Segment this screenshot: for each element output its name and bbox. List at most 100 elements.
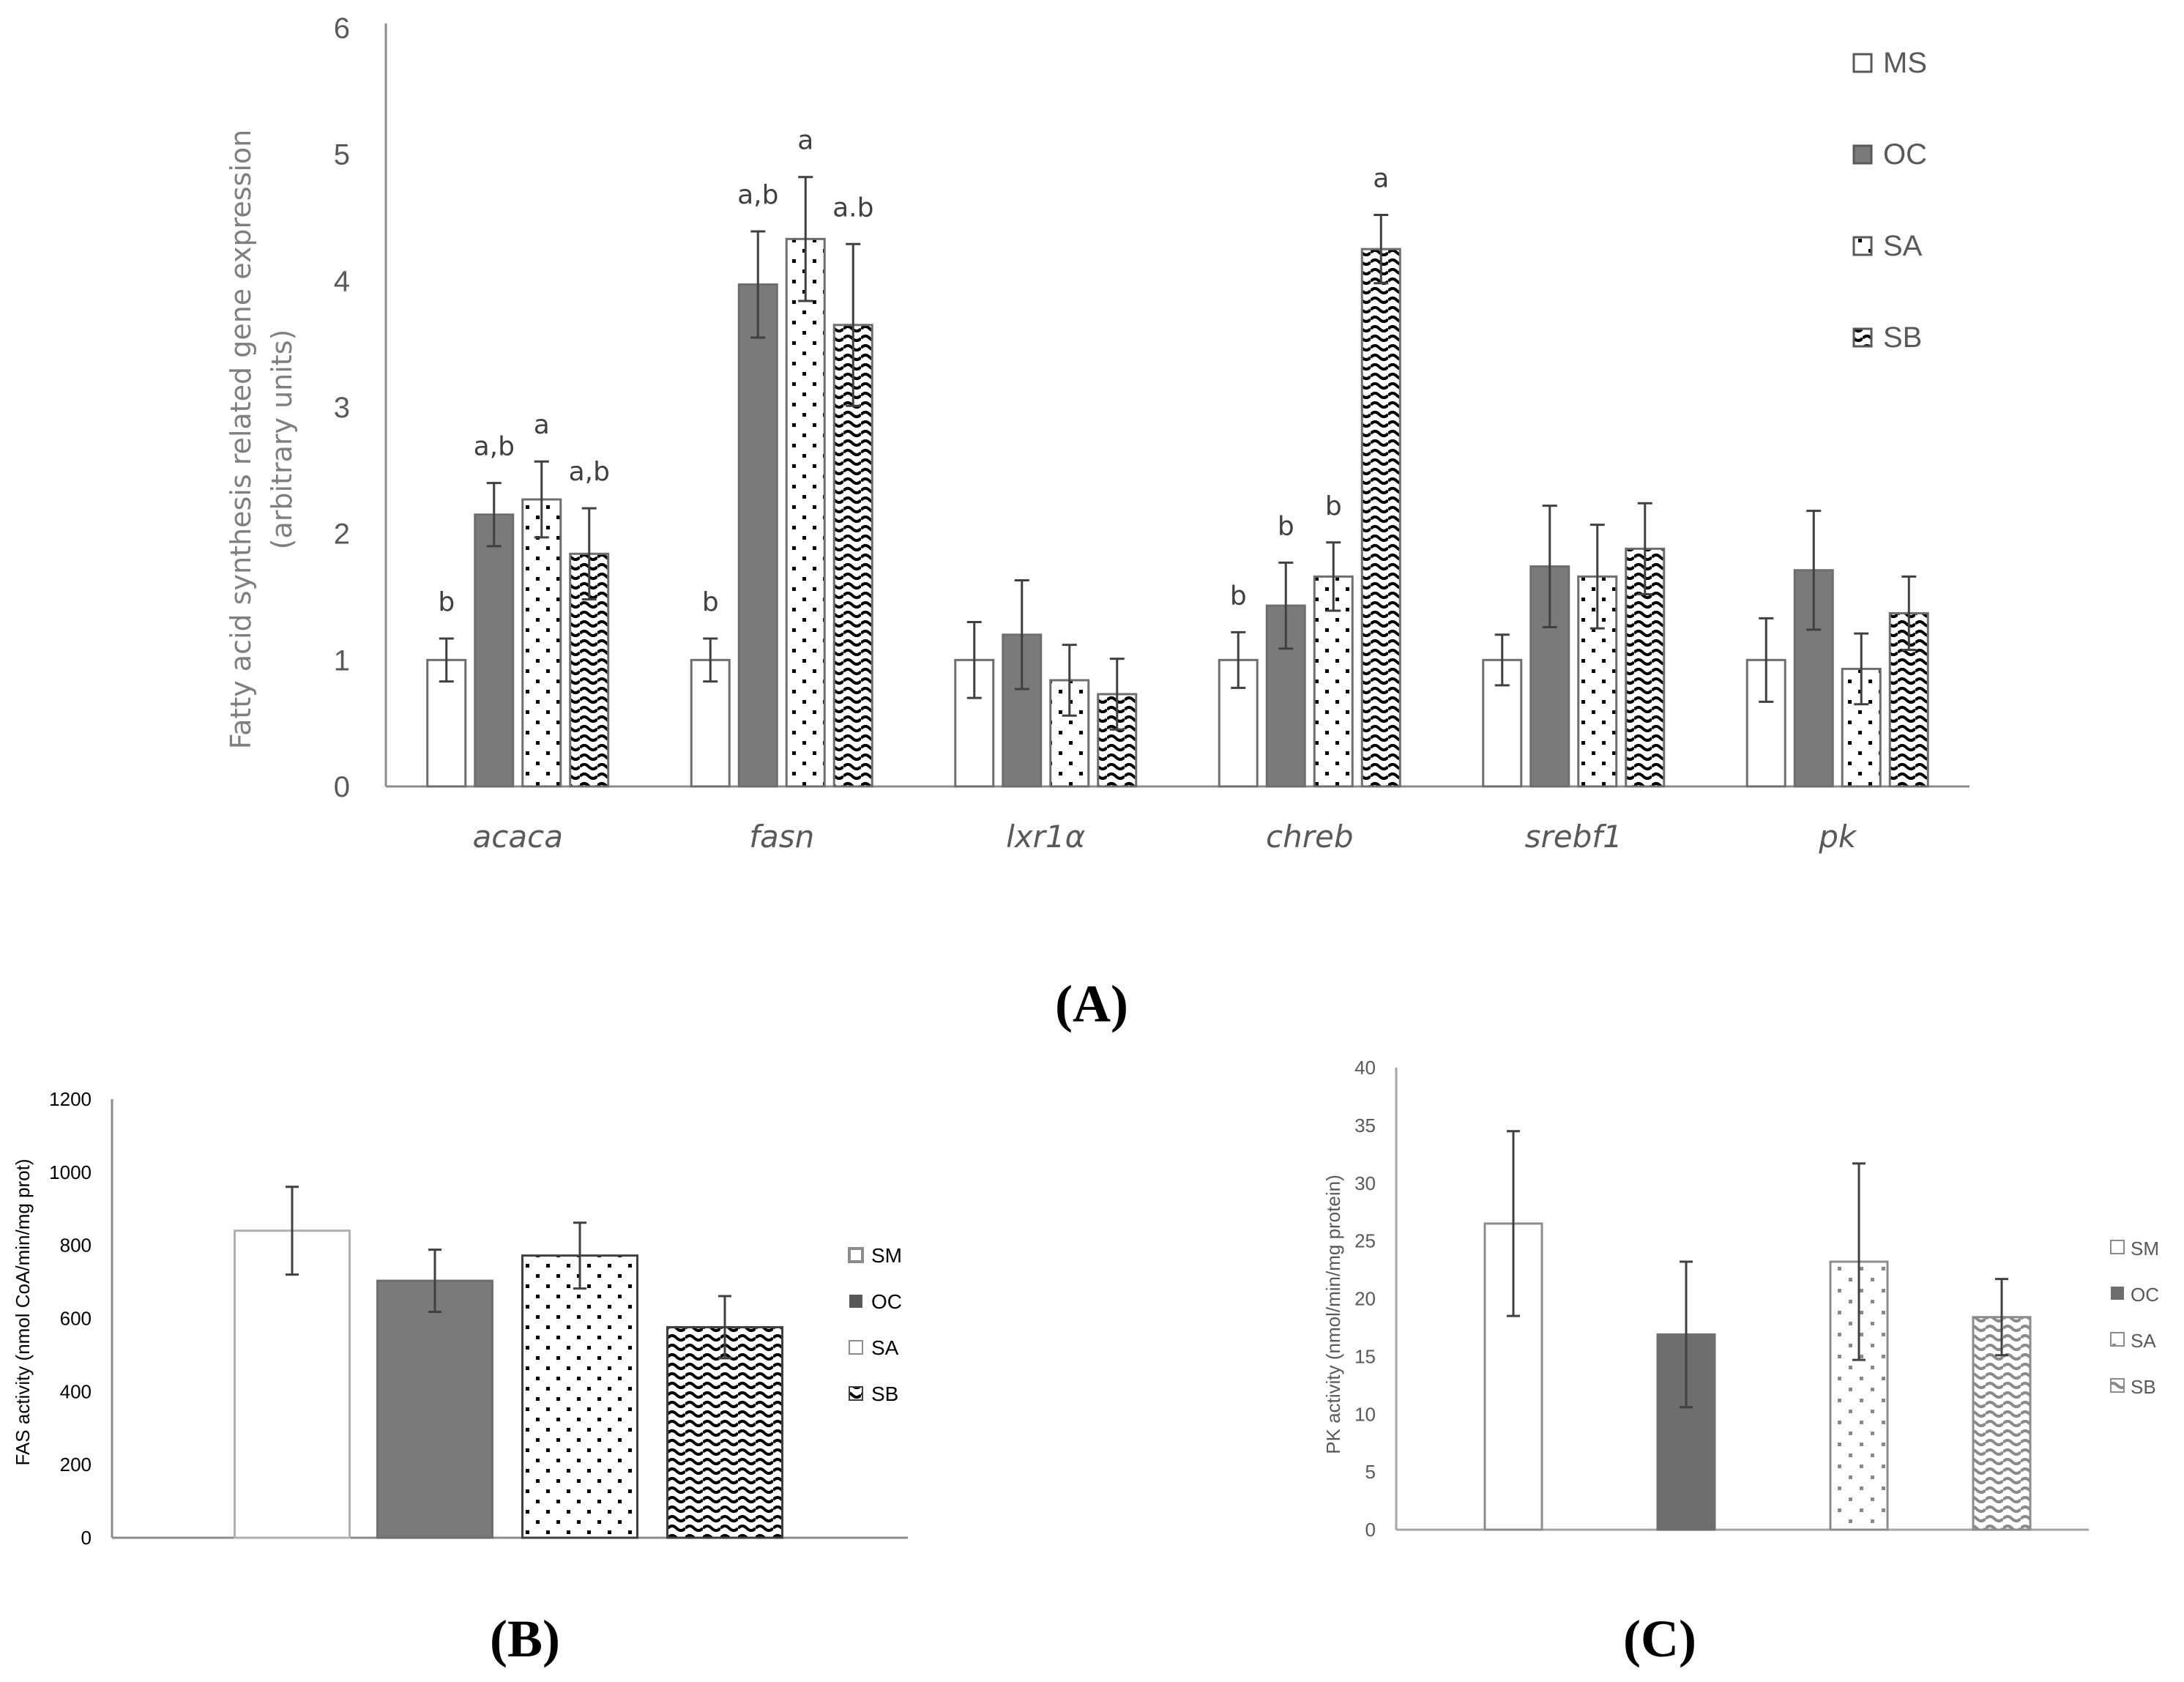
chartC-ytick-35: 35 xyxy=(1354,1114,1376,1136)
chartC-ytick-5: 5 xyxy=(1365,1461,1376,1483)
chart-a-sig-label-chreb-sb: a xyxy=(1373,164,1389,194)
legend-label-oc: OC xyxy=(2131,1284,2159,1306)
chartC-errorbar-sm xyxy=(1507,1130,1520,1317)
chart-a-sig-label-acaca-oc: a,b xyxy=(474,432,515,462)
chart-c-pk-activity: PK activity (nmol/min/mg protein) SM OC … xyxy=(1322,1057,2159,1541)
chart-a-errorbar-srebf1-oc xyxy=(1542,505,1557,628)
legend-label-oc: OC xyxy=(1883,138,1927,171)
legend-swatch-ms xyxy=(1852,53,1873,73)
chart-a-errorbar-srebf1-sb xyxy=(1637,502,1652,596)
legend-label-sm: SM xyxy=(2131,1238,2159,1259)
chart-a-category-srebf1: srebf1 xyxy=(1525,819,1622,855)
chart-a-errorbar-acaca-sa xyxy=(534,460,549,539)
chartC-errorbar-sa xyxy=(1852,1162,1866,1361)
chartB-bar-sa xyxy=(521,1254,638,1539)
chart-a-errorbar-acaca-oc xyxy=(486,482,502,548)
chart-a-errorbar-fasn-sb xyxy=(846,242,861,407)
chartB-errorbar-sb xyxy=(718,1295,731,1360)
chart-a-errorbar-pk-sb xyxy=(1901,575,1917,652)
legend-swatch-oc xyxy=(2111,1287,2124,1300)
chart-a-sig-label-chreb-oc: b xyxy=(1278,511,1294,541)
chart-a-ytick-1: 1 xyxy=(334,644,350,677)
chart-c-ylabel: PK activity (nmol/min/mg protein) xyxy=(1322,1175,1344,1454)
chart-a-errorbar-chreb-sb xyxy=(1374,214,1389,285)
chart-a-bar-acaca-sa xyxy=(521,498,562,788)
chart-a-ytick-5: 5 xyxy=(334,139,350,171)
chartC-ytick-15: 15 xyxy=(1354,1345,1376,1367)
chart-a-errorbar-lxr1-sb xyxy=(1109,658,1125,731)
chart-a-category-chreb: chreb xyxy=(1266,819,1353,855)
chart-a-category-fasn: fasn xyxy=(749,819,814,855)
chart-a-bar-fasn-sa xyxy=(785,237,826,788)
chartB-ytick-1000: 1000 xyxy=(49,1161,92,1183)
chartC-ytick-40: 40 xyxy=(1354,1057,1376,1079)
legend-swatch-sb xyxy=(849,1386,863,1401)
chartC-errorbar-oc xyxy=(1680,1260,1693,1409)
chartB-bar-oc xyxy=(376,1279,493,1539)
chartC-ytick-20: 20 xyxy=(1354,1288,1376,1310)
chart-a-errorbar-fasn-sa xyxy=(798,176,813,302)
legend-label-sb: SB xyxy=(1883,321,1922,354)
legend-label-sm: SM xyxy=(871,1244,902,1267)
chartC-ytick-10: 10 xyxy=(1354,1403,1376,1425)
legend-label-sa: SA xyxy=(1883,230,1923,262)
chart-a-errorbar-pk-sa xyxy=(1854,632,1869,706)
chart-a-bar-pk-oc xyxy=(1793,569,1834,788)
legend-label-ms: MS xyxy=(1883,47,1927,79)
chart-a-sig-label-acaca-sb: a,b xyxy=(569,457,610,487)
legend-swatch-sa xyxy=(849,1340,863,1355)
chart-a-bar-chreb-sb xyxy=(1360,248,1401,788)
chart-b-fas-activity: FAS activity (nmol CoA/min/mg prot) SM O… xyxy=(12,1088,908,1549)
chart-a-bar-pk-sa xyxy=(1841,667,1882,788)
chart-a-category-acaca: acaca xyxy=(473,819,563,855)
chart-a-bar-acaca-oc xyxy=(474,513,515,788)
legend-label-sb: SB xyxy=(871,1383,898,1405)
chartB-errorbar-sm xyxy=(286,1186,299,1276)
legend-label-oc: OC xyxy=(871,1290,902,1313)
chartC-ytick-30: 30 xyxy=(1354,1172,1376,1194)
chart-a-errorbar-pk-ms xyxy=(1759,617,1774,703)
chart-a-sig-label-acaca-ms: b xyxy=(438,587,455,617)
chart-a-category-pk: pk xyxy=(1818,819,1857,855)
chartC-ytick-25: 25 xyxy=(1354,1230,1376,1252)
chart-a-bar-fasn-oc xyxy=(737,283,778,788)
chartB-bar-sm xyxy=(234,1229,351,1539)
chart-a-ytick-0: 0 xyxy=(334,771,350,803)
legend-swatch-sa xyxy=(1852,236,1873,256)
chartC-ytick-0: 0 xyxy=(1365,1519,1376,1541)
legend-swatch-sm xyxy=(848,1247,864,1263)
panel-label-c: (C) xyxy=(1623,1610,1696,1668)
legend-label-sb: SB xyxy=(2131,1376,2156,1398)
chartB-bar-sb xyxy=(666,1325,783,1539)
chart-a-sig-label-fasn-oc: a,b xyxy=(737,180,778,210)
legend-swatch-sa xyxy=(2110,1332,2125,1347)
chartB-errorbar-sa xyxy=(573,1221,586,1290)
chartB-ytick-1200: 1200 xyxy=(49,1088,92,1110)
chartB-ytick-400: 400 xyxy=(60,1380,92,1402)
legend-swatch-oc xyxy=(849,1295,862,1308)
chart-a-ytick-4: 4 xyxy=(334,265,350,297)
chart-a-ytick-6: 6 xyxy=(334,12,350,45)
chart-a-errorbar-chreb-ms xyxy=(1231,630,1246,689)
chart-a-bar-pk-sb xyxy=(1888,611,1929,788)
chartC-bar-oc xyxy=(1656,1333,1716,1531)
chart-a-sig-label-fasn-sb: a.b xyxy=(832,193,873,223)
chartC-errorbar-sb xyxy=(1995,1278,2008,1357)
chart-a-sig-label-fasn-ms: b xyxy=(702,587,719,617)
chart-a-sig-label-chreb-sa: b xyxy=(1325,491,1342,521)
chart-a-sig-label-fasn-sa: a xyxy=(797,126,813,156)
panel-label-b: (B) xyxy=(490,1610,560,1668)
chart-a-errorbar-acaca-sb xyxy=(581,507,597,600)
legend-swatch-oc xyxy=(1852,144,1873,165)
legend-label-sa: SA xyxy=(871,1336,899,1359)
chart-a-ytick-2: 2 xyxy=(334,518,350,551)
legend-swatch-sm xyxy=(2110,1240,2125,1254)
chart-a-errorbar-fasn-ms xyxy=(703,637,718,683)
chartB-ytick-0: 0 xyxy=(81,1527,92,1549)
panel-label-a: (A) xyxy=(1055,975,1128,1033)
legend-label-sa: SA xyxy=(2131,1330,2156,1352)
chart-a-sig-label-acaca-sa: a xyxy=(534,410,550,440)
chart-a-errorbar-pk-oc xyxy=(1806,510,1822,631)
chart-a-sig-label-chreb-ms: b xyxy=(1230,581,1247,611)
